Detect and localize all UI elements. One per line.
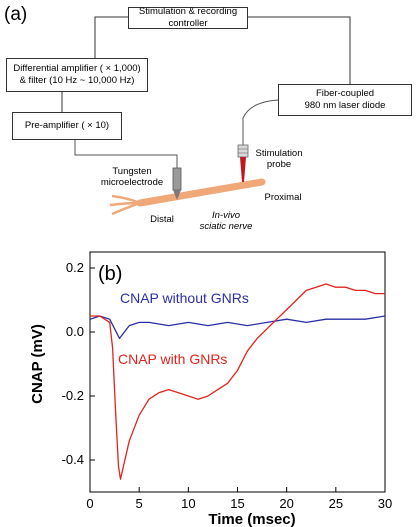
panel-a-label: (a): [4, 4, 28, 25]
x-tick-label: 25: [329, 496, 343, 511]
differential-amplifier-box: Differential amplifier ( × 1,000) & filt…: [6, 58, 148, 92]
proximal-label: Proximal: [264, 192, 302, 203]
chart-axes: 0 5 10 15 20 25 30 0.2 0.0 -0.2 -0.4: [62, 251, 392, 511]
y-tick-label: -0.2: [62, 388, 84, 403]
x-tick-label: 20: [279, 496, 293, 511]
preamplifier-box: Pre-amplifier ( × 10): [12, 112, 122, 140]
y-tick-label: 0.2: [66, 260, 84, 275]
legend-without-gnrs: CNAP without GNRs: [120, 290, 249, 306]
nerve-label: In-vivo sciatic nerve: [199, 210, 253, 232]
y-axis-label: CNAP (mV): [29, 324, 46, 404]
chart-series: [89, 283, 386, 480]
plot-frame: [89, 251, 386, 493]
cnap-chart: 0 5 10 15 20 25 30 0.2 0.0 -0.2 -0.4 (b) CNAP with…: [29, 251, 392, 527]
x-tick-label: 30: [378, 496, 392, 511]
stimulation-probe: [237, 144, 249, 182]
electrode-label: Tungsten microelectrode: [100, 166, 164, 188]
series-with-gnrs-line: [90, 283, 385, 480]
tungsten-microelectrode: [172, 167, 182, 200]
series-without-gnrs-line: [89, 315, 386, 340]
x-tick-label: 15: [230, 496, 244, 511]
legend-with-gnrs: CNAP with GNRs: [118, 351, 227, 367]
x-tick-label: 0: [86, 496, 93, 511]
x-tick-label: 10: [181, 496, 195, 511]
y-tick-label: -0.4: [62, 452, 84, 467]
sciatic-nerve: [109, 178, 266, 216]
x-tick-label: 5: [136, 496, 143, 511]
controller-box: Stimulation & recording controller: [128, 6, 248, 29]
distal-label: Distal: [150, 214, 174, 225]
x-axis-label: Time (msec): [208, 511, 295, 527]
laser-diode-box: Fiber-coupled 980 nm laser diode: [278, 84, 412, 116]
panel-b-label: (b): [98, 263, 122, 285]
probe-label: Stimulation probe: [255, 148, 303, 170]
schematic-connectors: [61, 16, 351, 216]
y-tick-label: 0.0: [66, 324, 84, 339]
